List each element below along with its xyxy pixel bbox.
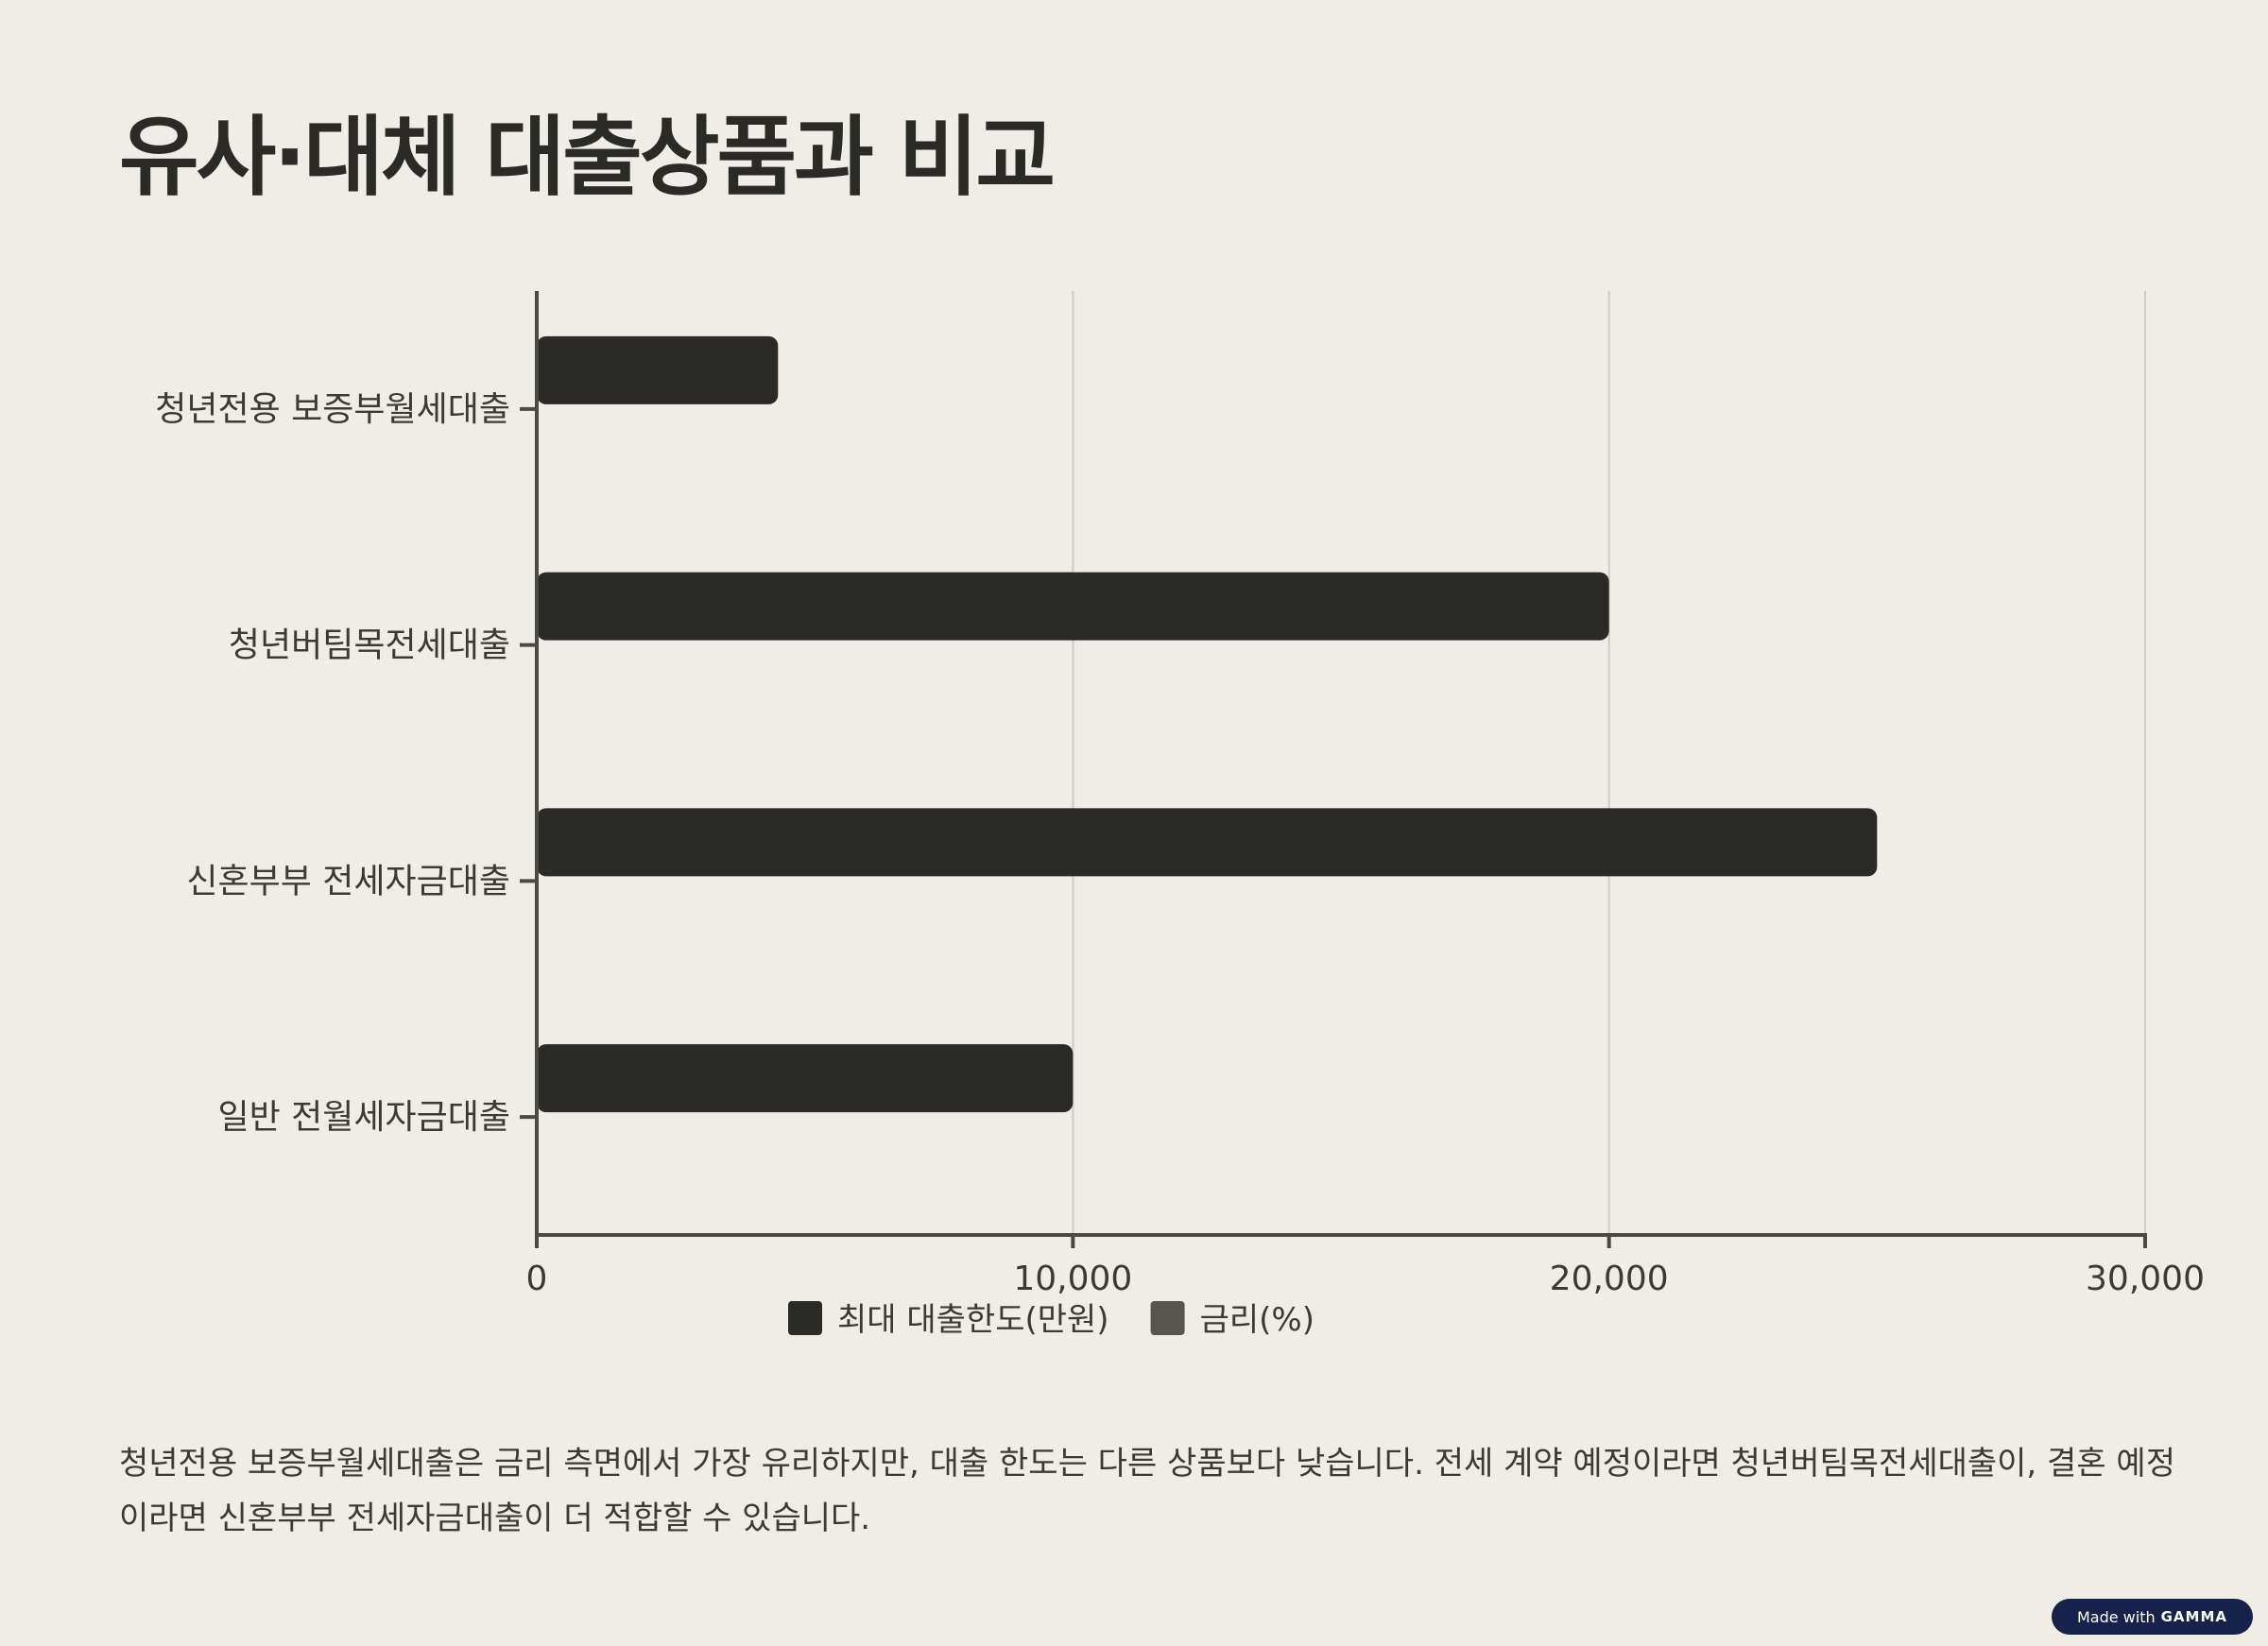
legend-swatch [788, 1301, 822, 1335]
category-label: 일반 전월세자금대출 [217, 1098, 510, 1137]
legend-label: 최대 대출한도(만원) [837, 1301, 1109, 1339]
x-tick-label: 30,000 [2086, 1260, 2205, 1298]
grid-lines [1072, 291, 2146, 1235]
gamma-logo-text: GAMMA [2160, 1608, 2228, 1625]
category-label: 청년전용 보증부월세대출 [155, 390, 510, 429]
bar [537, 335, 779, 404]
axes [520, 291, 2147, 1248]
page-title: 유사·대체 대출상품과 비교 [119, 107, 1056, 208]
legend: 최대 대출한도(만원) 금리(%) [788, 1301, 1314, 1339]
category-label: 신혼부부 전세자금대출 [186, 862, 510, 900]
legend-swatch [1150, 1301, 1185, 1335]
chart-description: 청년전용 보증부월세대출은 금리 측면에서 가장 유리하지만, 대출 한도는 다… [119, 1445, 2175, 1537]
bar [537, 1044, 1074, 1113]
bar [537, 572, 1609, 641]
badge-prefix: Made with [2076, 1607, 2156, 1626]
made-with-gamma-badge[interactable]: Made with GAMMA [2052, 1599, 2253, 1635]
bars [537, 335, 1878, 1113]
x-tick-label: 10,000 [1013, 1260, 1132, 1298]
bar [537, 808, 1878, 877]
x-tick-label: 0 [526, 1260, 548, 1298]
category-label: 청년버팀목전세대출 [229, 626, 510, 665]
bar-chart: 0 10,000 20,000 30,000 청년전용 보증부월세대출청년버팀목전세대출… [155, 291, 2205, 1339]
legend-label: 금리(%) [1200, 1301, 1314, 1339]
x-tick-label: 20,000 [1550, 1260, 1669, 1298]
tick-labels: 0 10,000 20,000 30,000 청년전용 보증부월세대출청년버팀목전세대출… [155, 390, 2205, 1298]
